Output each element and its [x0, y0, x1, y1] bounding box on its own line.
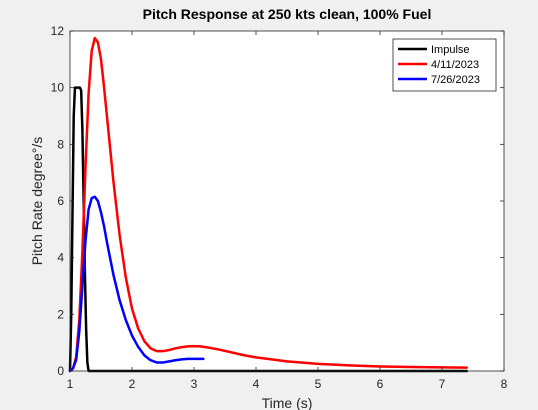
x-tick-label: 5: [315, 377, 322, 391]
x-tick-label: 8: [501, 377, 508, 391]
legend: Impulse 4/11/2023 7/26/2023: [392, 38, 497, 92]
x-tick-label: 2: [129, 377, 136, 391]
y-tick-label: 12: [51, 24, 65, 38]
series-line-1: [68, 86, 469, 373]
y-tick-label: 0: [57, 364, 64, 378]
legend-label-3: 7/26/2023: [431, 74, 480, 86]
y-tick-label: 8: [57, 137, 64, 151]
x-tick-label: 6: [377, 377, 384, 391]
x-axis-label: Time (s): [262, 395, 313, 410]
x-tick-label: 4: [253, 377, 260, 391]
x-tick-label: 3: [191, 377, 198, 391]
legend-label-1: Impulse: [431, 44, 470, 56]
y-tick-label: 10: [51, 81, 65, 95]
legend-label-2: 4/11/2023: [431, 59, 479, 71]
y-tick-label: 2: [57, 307, 64, 321]
y-axis-label: Pitch Rate degree°/s: [29, 137, 45, 266]
series-line-2: [68, 36, 469, 373]
x-tick-label: 7: [439, 377, 446, 391]
chart-title: Pitch Response at 250 kts clean, 100% Fu…: [143, 6, 432, 22]
x-tick-label: 1: [67, 377, 74, 391]
y-tick-label: 4: [57, 251, 64, 265]
series-line-3: [68, 195, 205, 373]
y-tick-label: 6: [57, 194, 64, 208]
